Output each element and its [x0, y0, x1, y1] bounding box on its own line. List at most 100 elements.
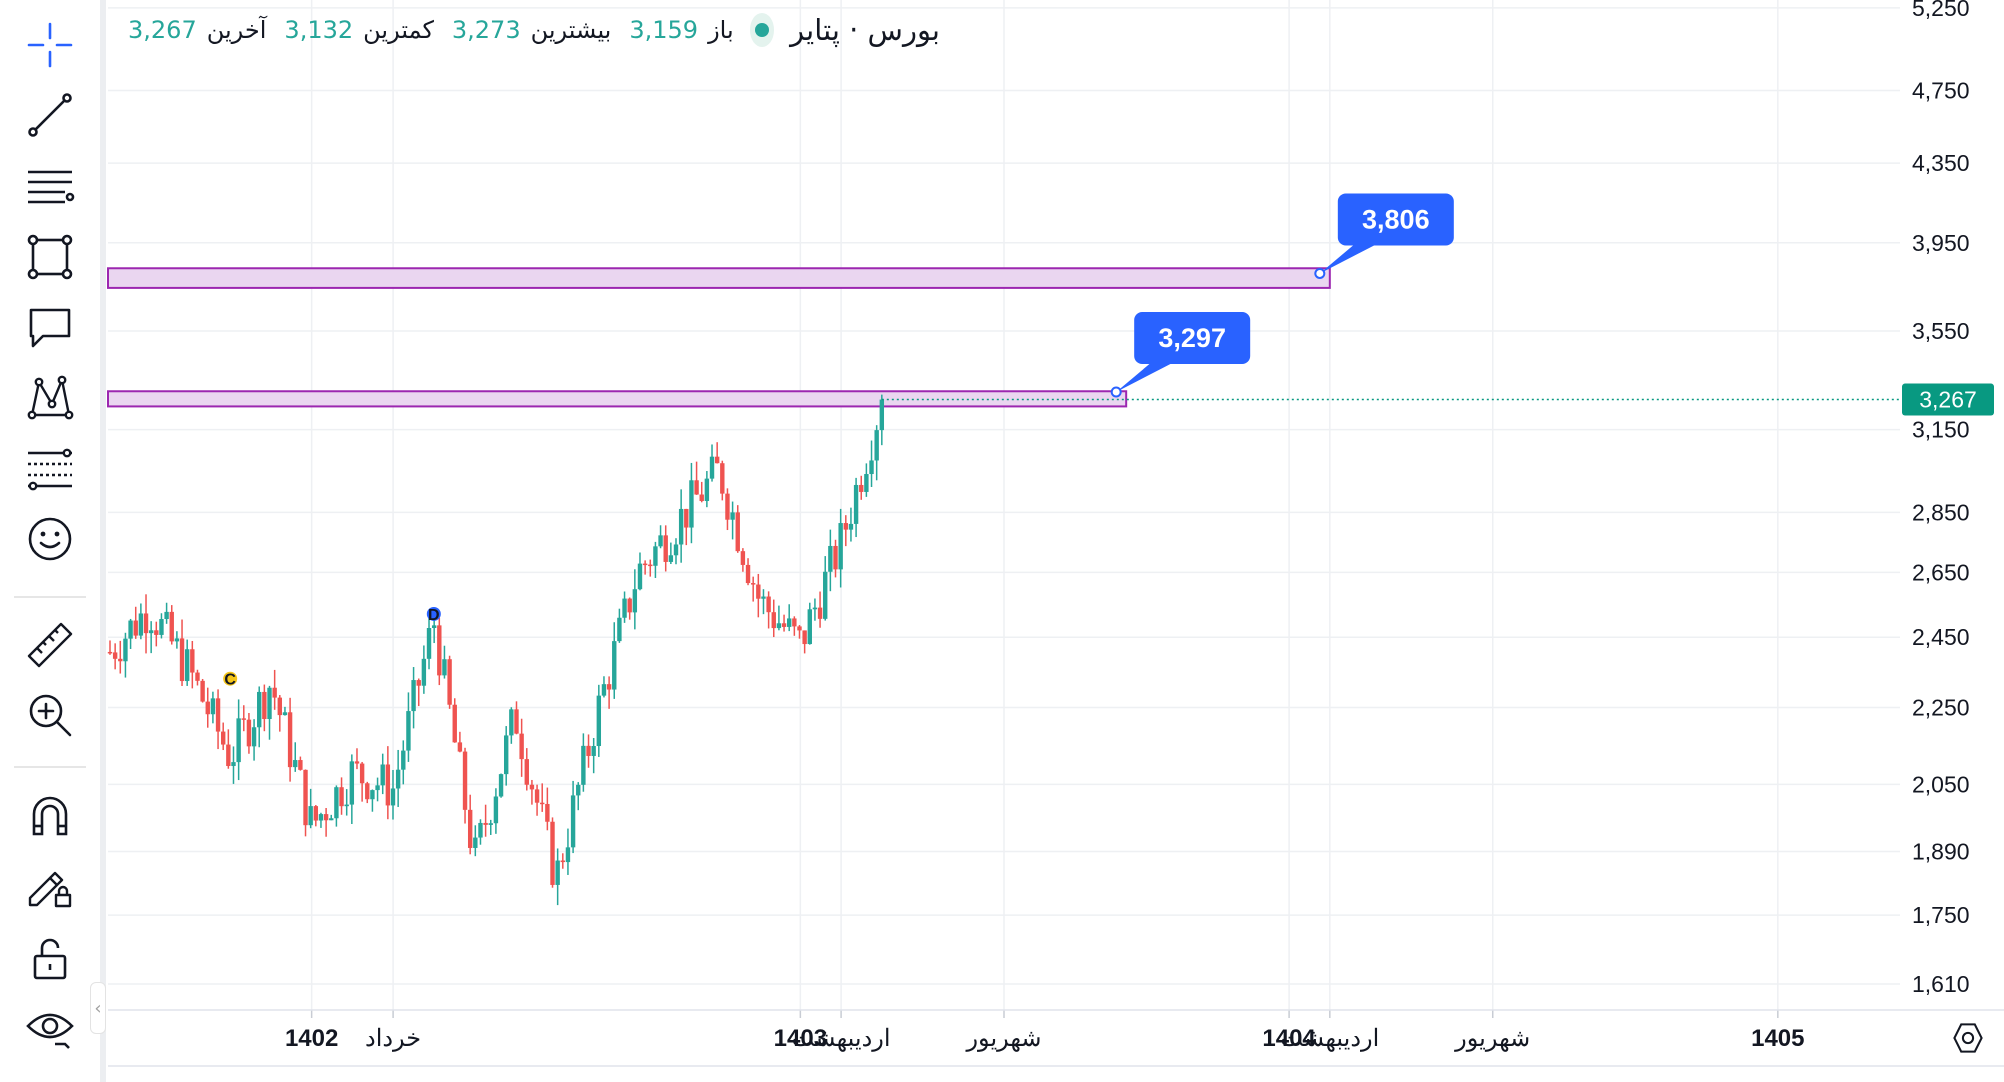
high-label: بیشترین — [530, 16, 612, 44]
candle-body — [308, 806, 313, 826]
y-tick-label: 5,250 — [1912, 0, 1970, 21]
candle-body — [637, 563, 643, 590]
candle-body — [375, 785, 380, 791]
candle-body — [550, 821, 555, 885]
candle-body — [498, 774, 504, 797]
candle-body — [210, 698, 216, 715]
rectangle-icon — [27, 234, 73, 280]
candle-body — [457, 742, 463, 752]
fibonacci-icon — [28, 448, 72, 491]
x-tick-label: 1405 — [1751, 1025, 1804, 1052]
candle-body — [699, 494, 704, 502]
candle-body — [179, 638, 185, 682]
candle-body — [293, 760, 298, 768]
price-zone — [107, 267, 1331, 289]
candle-body — [267, 687, 272, 720]
candle-body — [570, 795, 576, 848]
candle-body — [241, 718, 246, 720]
candle-body — [452, 704, 457, 743]
candle-body — [272, 687, 277, 698]
candle-body — [509, 709, 514, 736]
candle-body — [678, 508, 684, 545]
candle-body — [617, 617, 622, 642]
candle-body — [478, 822, 483, 838]
candle-body — [118, 658, 123, 662]
x-tick-label: اردیبهشت — [792, 1025, 891, 1052]
price-callouts[interactable]: 3,806 3,297 — [1110, 193, 1454, 398]
callout-anchor-point — [1314, 267, 1326, 279]
trend-line-tool[interactable] — [19, 84, 81, 146]
candle-body — [684, 508, 689, 528]
candle-body — [231, 762, 236, 767]
candle-body — [473, 837, 478, 848]
eye-icon — [26, 1013, 74, 1049]
candle-body — [282, 712, 288, 716]
candle-body — [200, 680, 205, 702]
candle-body — [354, 761, 360, 764]
candle-body — [164, 611, 169, 620]
chart-settings-button[interactable] — [1948, 1018, 1988, 1058]
candle-body — [128, 620, 133, 639]
candle-body — [462, 751, 468, 810]
candle-body — [251, 727, 257, 747]
emoji-tool[interactable] — [19, 508, 81, 570]
callout-box — [1337, 193, 1454, 246]
candle-body — [395, 769, 401, 789]
crosshair-icon — [27, 22, 73, 68]
candle-body — [447, 659, 452, 705]
candle-body — [648, 564, 653, 567]
candle-body — [853, 484, 859, 524]
candle-body — [601, 684, 607, 696]
visibility-tool[interactable] — [19, 998, 81, 1060]
candle-body — [390, 788, 396, 806]
pattern-tool[interactable] — [19, 366, 81, 428]
candle-body — [745, 564, 751, 584]
zoom-in-tool[interactable] — [19, 684, 81, 746]
candle-body — [112, 652, 118, 659]
candle-body — [483, 822, 488, 825]
candle-body — [148, 630, 154, 634]
candle-body — [632, 589, 638, 613]
candle-body — [524, 759, 529, 785]
settings-icon — [1953, 1023, 1983, 1053]
collapse-toolbar-button[interactable]: ‹ — [90, 982, 106, 1034]
callout-box — [1134, 312, 1251, 365]
lock-drawing-tool[interactable] — [19, 856, 81, 918]
candle-body — [642, 563, 648, 566]
rectangle-tool[interactable] — [19, 226, 81, 288]
candle-body — [442, 659, 447, 676]
callout-anchor-point — [1110, 386, 1122, 398]
candle-body — [709, 456, 715, 479]
candle-body — [823, 571, 828, 619]
symbol-name[interactable]: بورس · پتایر — [790, 13, 940, 47]
candle-body — [792, 618, 797, 627]
candle-body — [138, 613, 144, 636]
candle-body — [756, 584, 761, 599]
candle-body — [205, 701, 210, 715]
candle-body — [673, 544, 679, 556]
toolbar-border — [100, 0, 106, 1082]
candle-body — [859, 484, 864, 492]
candle-body — [493, 796, 499, 824]
measure-tool[interactable] — [19, 614, 81, 676]
low-value: 3,132 — [284, 16, 354, 44]
lock-all-tool[interactable] — [19, 928, 81, 990]
last-price-label: 3,267 — [1919, 387, 1977, 413]
crosshair-tool[interactable] — [19, 14, 81, 76]
magnet-tool[interactable] — [19, 784, 81, 846]
pencil-lock-icon — [28, 871, 72, 908]
horizontal-lines-tool[interactable] — [19, 156, 81, 218]
candle-body — [668, 555, 674, 562]
candle-body — [534, 789, 540, 803]
pattern-icon — [27, 375, 74, 420]
market-status-indicator — [749, 13, 775, 47]
candle-body — [848, 523, 854, 530]
fibonacci-tool[interactable] — [19, 438, 81, 500]
candle-body — [421, 658, 427, 686]
candle-body — [714, 456, 720, 464]
callout-tool[interactable] — [19, 296, 81, 358]
drawing-zones[interactable] — [107, 267, 1331, 408]
y-tick-label: 4,350 — [1912, 150, 1970, 176]
status-dot-icon — [754, 23, 769, 37]
